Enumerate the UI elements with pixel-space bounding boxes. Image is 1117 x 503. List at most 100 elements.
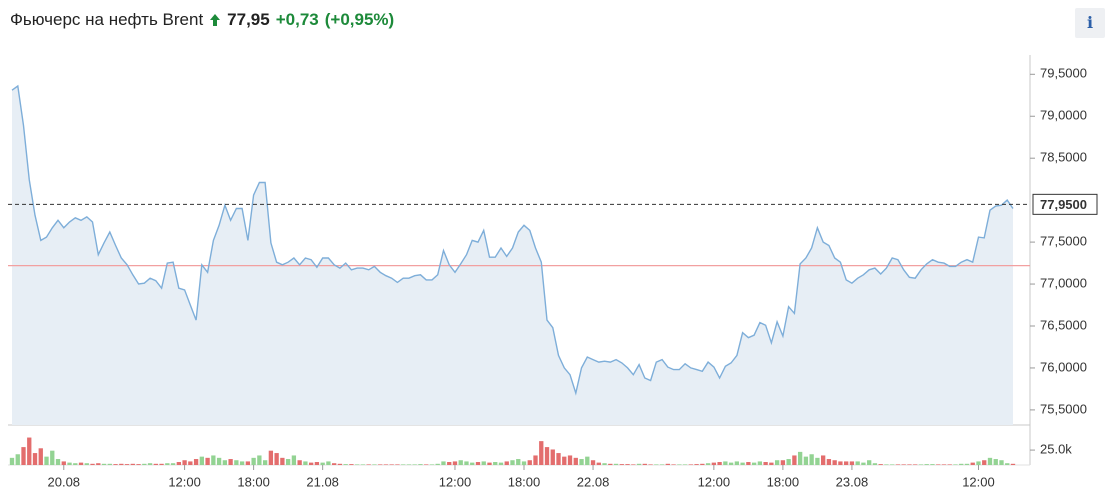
volume-bar <box>890 464 895 465</box>
volume-bar <box>90 463 95 465</box>
volume-bar <box>55 459 61 465</box>
volume-bar <box>855 461 860 465</box>
volume-bar <box>924 464 929 465</box>
volume-bar <box>757 461 763 465</box>
volume-bar <box>458 460 463 465</box>
x-tick-label: 20.08 <box>48 474 81 489</box>
volume-bar <box>493 462 498 465</box>
volume-bar <box>268 450 274 465</box>
volume-bar <box>665 463 670 465</box>
volume-bar <box>447 462 452 465</box>
volume-bar <box>590 460 596 465</box>
volume-bar <box>861 462 866 465</box>
volume-bar <box>176 462 181 465</box>
volume-bar <box>688 464 693 465</box>
volume-bar <box>314 462 320 465</box>
volume-bar <box>769 462 774 465</box>
volume-bar <box>654 464 659 465</box>
volume-bar <box>303 461 308 465</box>
volume-bar <box>475 462 481 465</box>
volume-bar <box>378 464 383 465</box>
volume-bar <box>619 464 624 465</box>
volume-bar <box>395 464 400 465</box>
volume-bar <box>815 457 820 465</box>
volume-bar <box>677 464 682 465</box>
volume-bar <box>970 462 975 465</box>
volume-bar <box>205 457 210 465</box>
volume-bar <box>642 463 647 465</box>
volume-bar <box>694 464 699 465</box>
volume-bar <box>1005 463 1010 465</box>
volume-bar <box>170 463 176 465</box>
volume-bar <box>285 459 291 465</box>
volume-bar <box>262 460 268 465</box>
volume-bar <box>452 461 458 465</box>
volume-bar <box>982 460 987 465</box>
volume-bar <box>193 459 199 465</box>
y-tick-label: 77,0000 <box>1040 275 1087 290</box>
volume-bar <box>424 464 429 465</box>
volume-bar <box>774 460 780 465</box>
volume-bar <box>717 462 722 465</box>
volume-bar <box>349 464 354 465</box>
volume-bar <box>21 447 26 465</box>
volume-bar <box>987 457 993 465</box>
volume-bar <box>44 456 49 465</box>
volume-bar <box>993 459 998 465</box>
volume-bar <box>107 463 112 465</box>
volume-bar <box>544 447 550 465</box>
volume-bar <box>918 464 924 465</box>
volume-bar <box>360 464 366 465</box>
volume-bar <box>844 461 849 465</box>
volume-bar <box>84 463 89 465</box>
volume-bar <box>498 462 504 465</box>
title: Фьючерс на нефть Brent <box>10 10 204 29</box>
volume-bar <box>165 463 170 465</box>
y-tick-label: 79,5000 <box>1040 66 1087 81</box>
x-tick-label: 12:00 <box>439 474 472 489</box>
volume-bar <box>67 462 72 465</box>
volume-bar <box>878 464 883 465</box>
volume-bar <box>147 463 153 465</box>
volume-bar <box>763 462 768 465</box>
volume-bar <box>527 460 532 465</box>
volume-bar <box>487 462 492 465</box>
volume-bar <box>930 464 935 465</box>
volume-bar <box>539 441 544 465</box>
volume-bar <box>803 456 809 465</box>
info-button[interactable]: i <box>1075 8 1105 38</box>
volume-bar <box>964 463 970 465</box>
x-tick-label: 18:00 <box>508 474 541 489</box>
volume-bar <box>291 455 297 465</box>
volume-bar <box>343 464 348 465</box>
x-tick-label: 18:00 <box>237 474 270 489</box>
volume-bar <box>809 454 814 465</box>
volume-bar <box>142 463 147 465</box>
volume-bar <box>659 464 665 465</box>
volume-bar <box>481 461 486 465</box>
volume-bar <box>27 437 32 465</box>
volume-bar <box>274 453 279 465</box>
volume-bar <box>533 455 538 465</box>
volume-bar <box>355 464 360 465</box>
volume-bar <box>389 464 394 465</box>
volume-bar <box>608 463 613 465</box>
volume-bar <box>78 462 84 465</box>
volume-bar <box>73 463 78 465</box>
volume-bar <box>556 453 561 465</box>
volume-bar <box>418 464 423 465</box>
up-arrow <box>210 14 221 26</box>
volume-bar <box>429 464 435 465</box>
volume-bar <box>820 455 826 465</box>
volume-bar <box>113 464 118 465</box>
volume-bar <box>826 459 832 465</box>
volume-bar <box>959 463 964 465</box>
volume-bar <box>671 464 676 465</box>
volume-bar <box>510 460 515 465</box>
volume-bar <box>832 460 837 465</box>
volume-bar <box>188 461 193 465</box>
volume-bar <box>245 461 251 465</box>
volume-bar <box>119 463 124 465</box>
volume-bar <box>464 461 469 465</box>
